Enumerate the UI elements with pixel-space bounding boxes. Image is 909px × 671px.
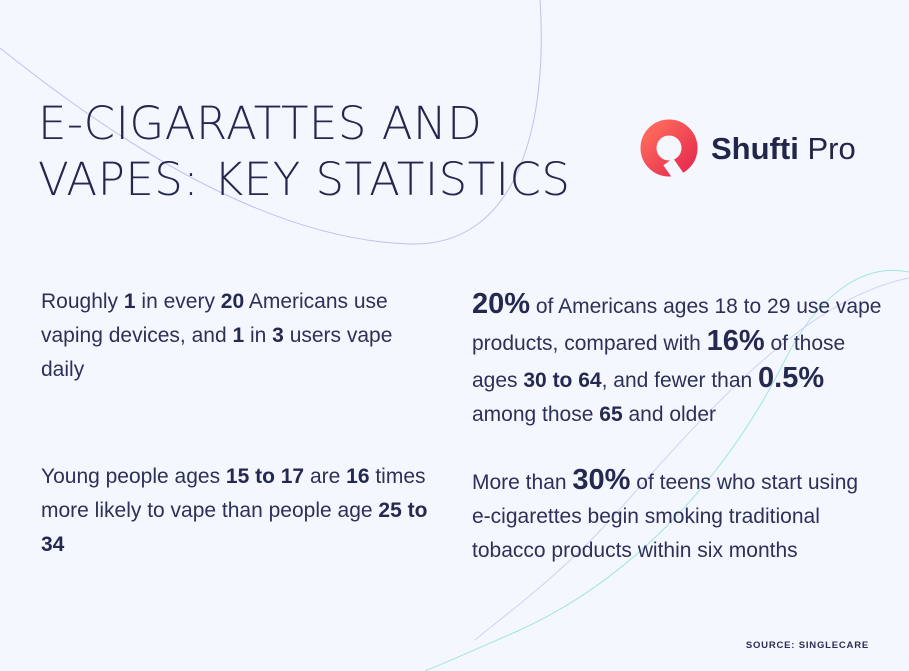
stat-highlight: 30 to 64: [523, 369, 602, 392]
logo-word-shufti: Shufti: [711, 131, 799, 166]
stat-young-people: Young people ages 15 to 17 are 16 times …: [41, 460, 436, 562]
logo-word-pro: Pro: [807, 131, 856, 166]
stat-highlight: 25 to 34: [41, 499, 428, 556]
stat-text: in every: [135, 290, 221, 313]
source-credit: SOURCE: SINGLECARE: [745, 640, 869, 651]
stat-text: in: [244, 324, 273, 347]
decorative-curve-purple: [0, 0, 542, 245]
stat-vaping-prevalence: Roughly 1 in every 20 Americans use vapi…: [41, 285, 436, 387]
stat-highlight: 65: [599, 403, 623, 426]
stat-text: , and fewer than: [601, 369, 759, 392]
shufti-pro-ring-logo-icon: [640, 119, 698, 182]
stat-big-number: 16%: [706, 325, 765, 357]
stat-text: More than: [472, 471, 573, 494]
stat-text: Young people ages: [41, 465, 226, 488]
stat-big-number: 0.5%: [758, 362, 825, 394]
page-title-line-2: VAPES: KEY STATISTICS: [38, 153, 571, 206]
stat-text: among those: [472, 403, 600, 426]
stat-text: are: [304, 465, 347, 488]
stat-text: of Americans ages 18 to 29 use vape prod…: [472, 295, 882, 355]
logo-wordmark: Shufti Pro: [711, 131, 856, 167]
stat-text: times more likely to vape than people ag…: [41, 465, 426, 522]
page-title-line-1: E-CIGARATTES AND: [38, 97, 483, 150]
stat-highlight: 3: [272, 324, 284, 347]
stat-text: Americans use vaping devices, and: [41, 290, 388, 347]
decorative-curve-purple-lower: [474, 277, 909, 641]
stat-big-number: 30%: [572, 464, 631, 496]
stat-text: and older: [622, 403, 717, 426]
stat-teens-tobacco: More than 30% of teens who start using e…: [472, 463, 882, 568]
stat-highlight: 1: [232, 324, 245, 347]
stat-text: Roughly: [41, 290, 124, 313]
stat-text: of teens who start using e-cigarettes be…: [472, 471, 859, 562]
stat-text: of those ages: [472, 332, 846, 392]
stat-big-number: 20%: [472, 288, 531, 320]
stat-age-groups: 20% of Americans ages 18 to 29 use vape …: [472, 287, 882, 432]
stat-highlight: 1: [123, 290, 136, 313]
stat-highlight: 16: [346, 465, 370, 488]
stat-text: users vape daily: [41, 324, 393, 381]
stat-highlight: 15 to 17: [225, 465, 305, 488]
shufti-pro-logo: Shufti Pro: [639, 116, 879, 182]
page-title: E-CIGARATTES AND VAPES: KEY STATISTICS: [38, 96, 598, 208]
decorative-curve-teal-lower: [424, 270, 909, 671]
stat-highlight: 20: [220, 290, 245, 313]
